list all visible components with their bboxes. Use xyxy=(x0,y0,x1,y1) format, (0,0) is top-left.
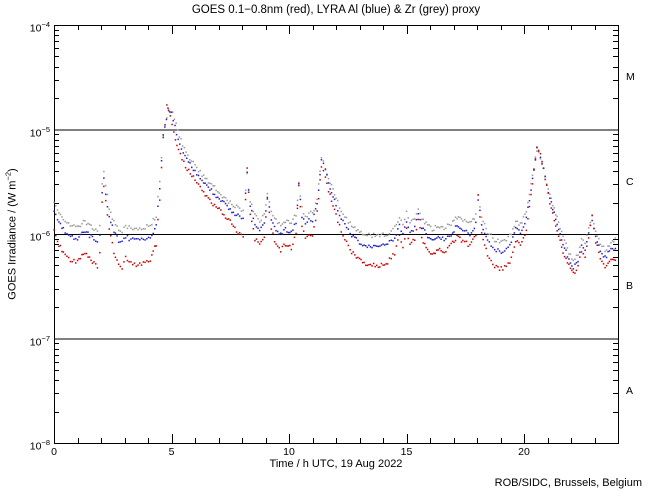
x-tick-label: 10 xyxy=(283,446,295,458)
y-tick-label: 10−8 xyxy=(29,438,50,453)
x-tick-label: 5 xyxy=(168,446,175,458)
flare-class-label-C: C xyxy=(626,175,634,188)
flare-class-label-A: A xyxy=(626,384,634,397)
x-tick-label: 0 xyxy=(51,446,57,458)
series-red xyxy=(53,104,617,274)
x-tick-label: 20 xyxy=(518,446,530,458)
credit-text: ROB/SIDC, Brussels, Belgium xyxy=(494,477,642,489)
axes xyxy=(54,25,619,444)
x-axis-title: Time / h UTC, 19 Aug 2022 xyxy=(269,458,403,470)
y-tick-label: 10−5 xyxy=(29,124,50,139)
y-tick-label: 10−7 xyxy=(29,333,50,348)
y-tick-label: 10−6 xyxy=(29,229,50,244)
series-grey xyxy=(53,108,617,262)
chart-title: GOES 0.1−0.8nm (red), LYRA Al (blue) & Z… xyxy=(191,4,481,16)
x-tick-label: 15 xyxy=(400,446,413,458)
flare-class-label-M: M xyxy=(626,71,635,84)
series-blue xyxy=(53,107,617,270)
y-tick-label: 10−4 xyxy=(29,20,50,35)
flare-class-label-B: B xyxy=(626,280,634,293)
